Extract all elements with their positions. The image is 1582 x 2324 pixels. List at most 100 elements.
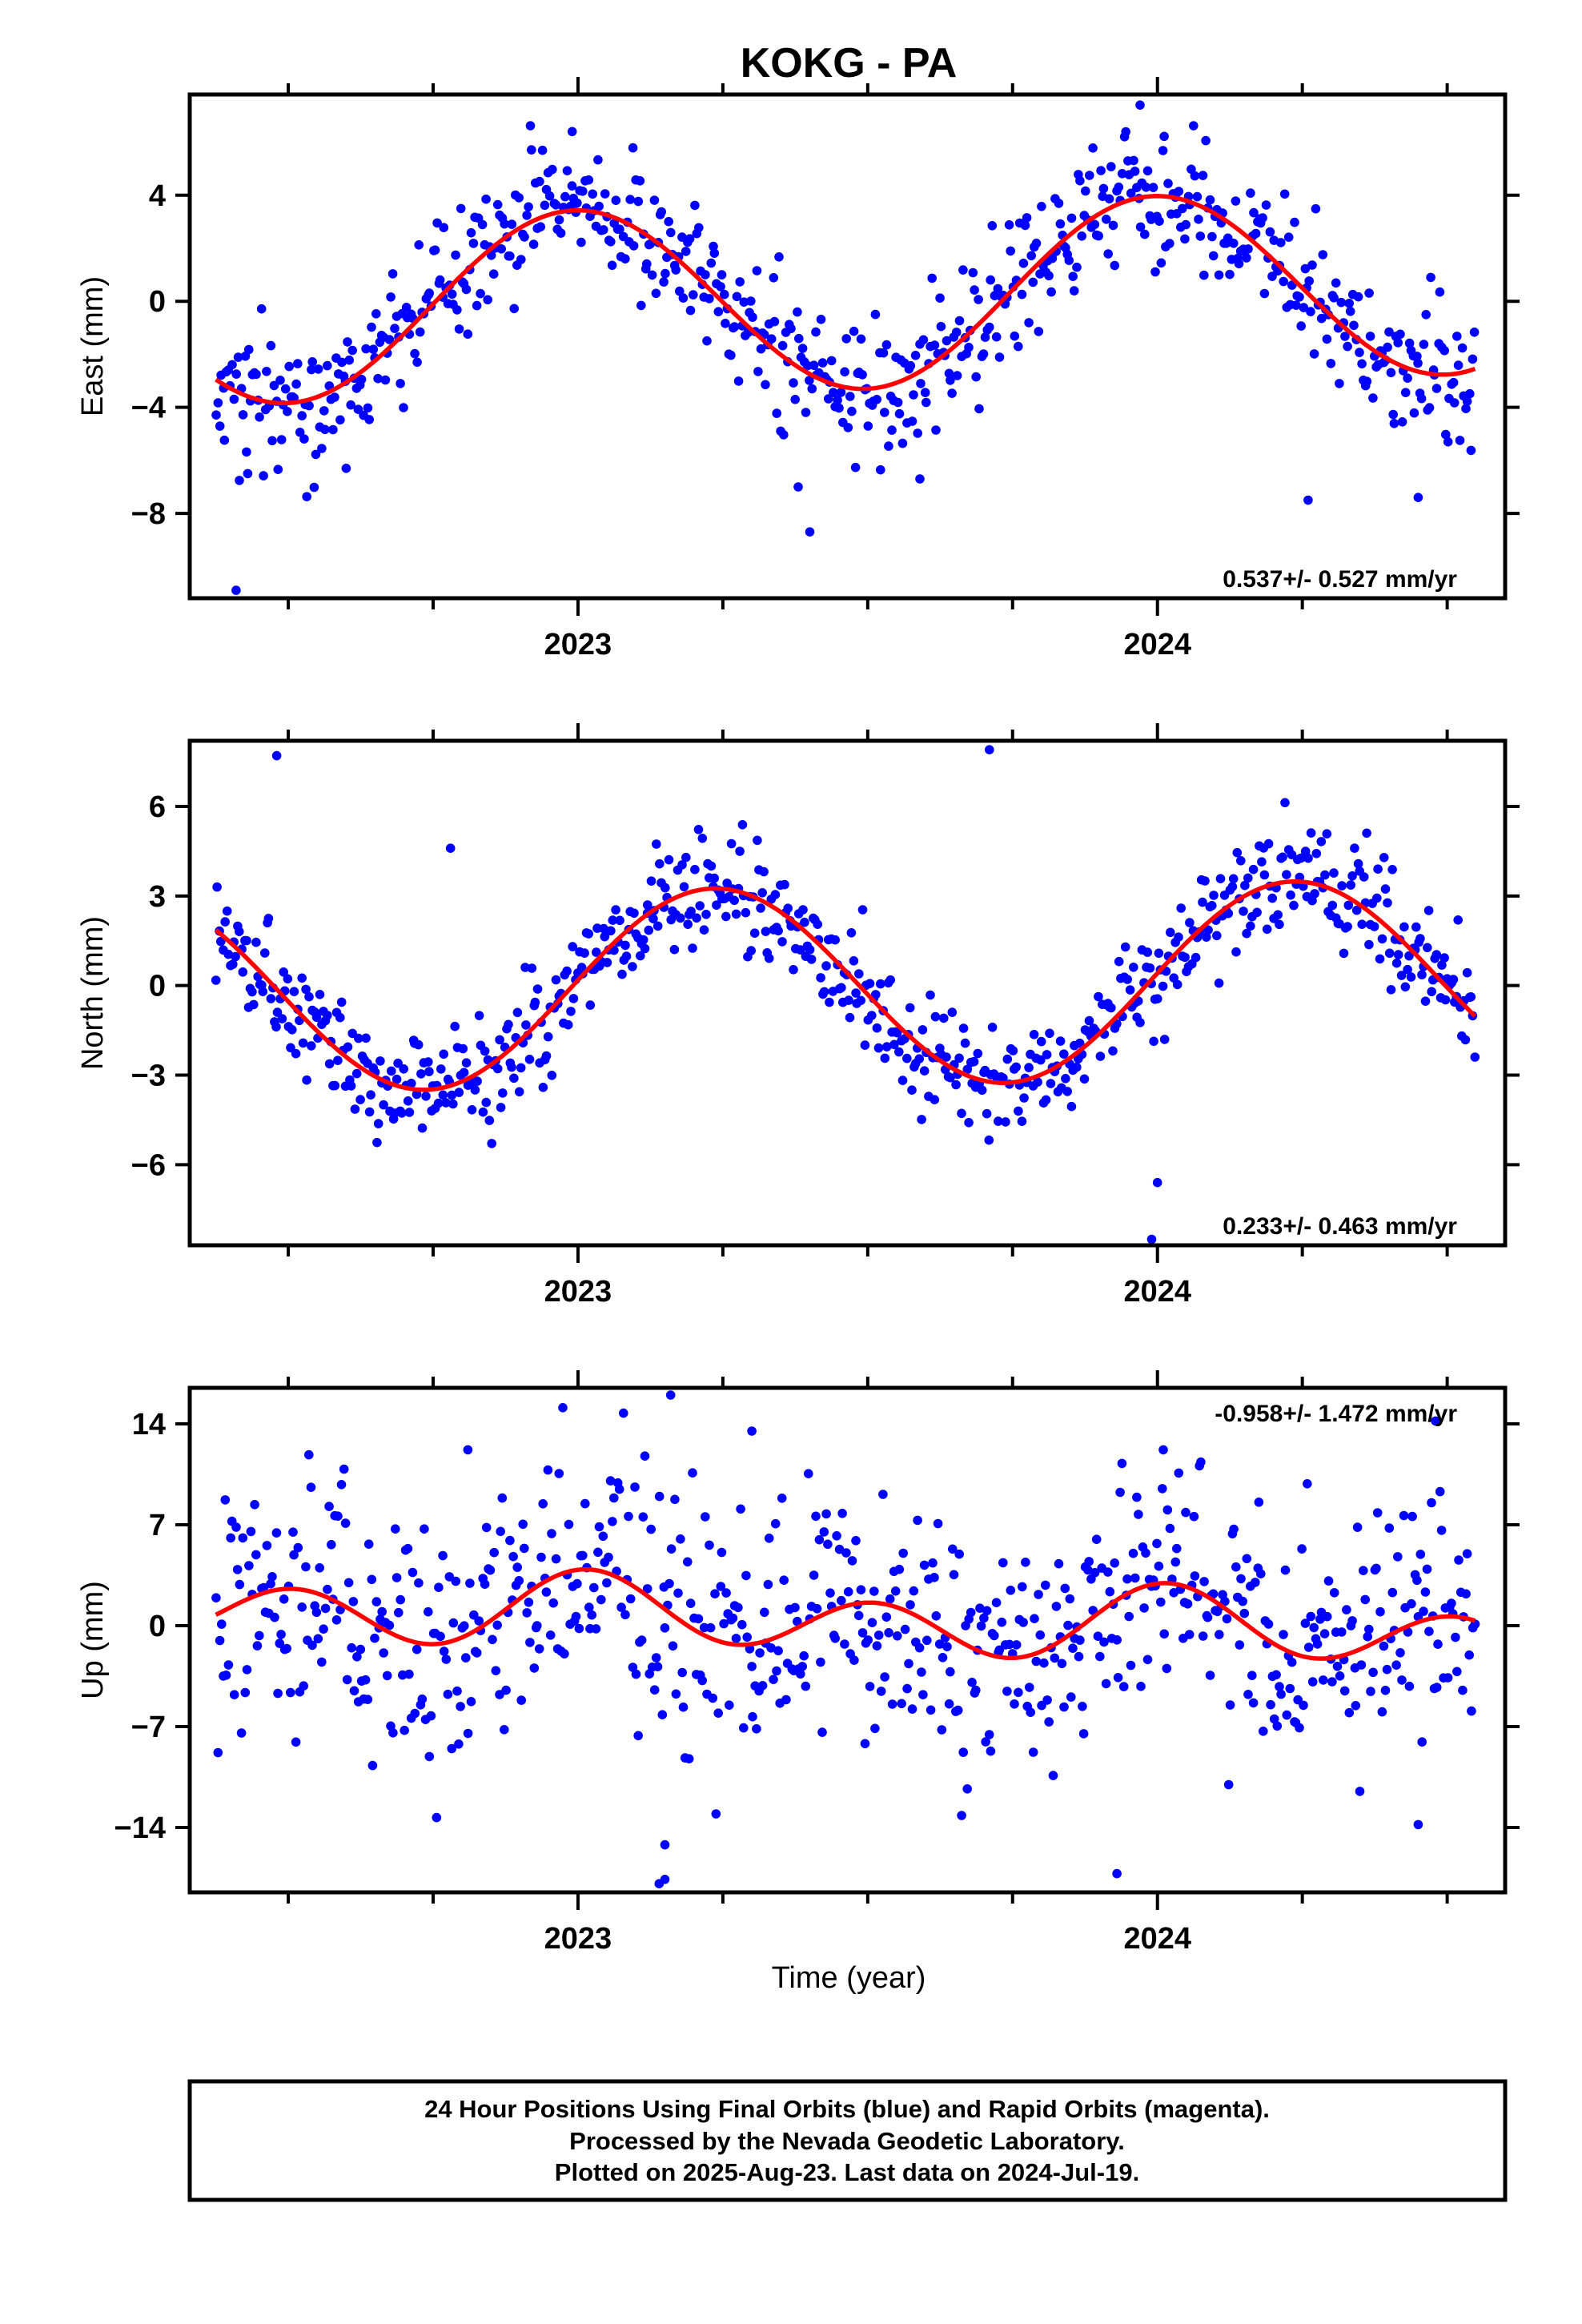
up-point (1403, 1627, 1413, 1637)
north-point (1379, 853, 1389, 862)
north-point (297, 973, 307, 983)
north-point (1094, 991, 1103, 1002)
up-point (460, 1621, 469, 1630)
north-point (1029, 1030, 1039, 1039)
east-point (1349, 320, 1359, 331)
up-point (297, 1602, 307, 1612)
up-point (801, 1681, 811, 1691)
east-point (368, 344, 379, 355)
up-point (1132, 1492, 1142, 1502)
north-point (568, 994, 579, 1003)
up-point (508, 1551, 518, 1562)
north-point (1246, 921, 1255, 931)
east-point (685, 305, 696, 316)
east-point (1165, 239, 1174, 248)
up-point (608, 1517, 617, 1526)
north-point (602, 958, 612, 967)
up-point (236, 1728, 247, 1738)
east-point (537, 145, 548, 155)
up-point (804, 1469, 813, 1478)
north-point (263, 914, 274, 923)
up-point (841, 1548, 851, 1558)
north-point (1215, 874, 1226, 883)
east-point (1044, 271, 1054, 281)
up-point (1126, 1660, 1136, 1671)
up-point (1377, 1707, 1387, 1717)
east-point (536, 222, 545, 232)
up-point (688, 1468, 697, 1478)
east-point (1195, 231, 1206, 241)
east-point (872, 395, 881, 404)
east-point (878, 348, 889, 358)
east-point (1156, 258, 1166, 268)
up-point (1306, 1611, 1316, 1622)
east-point (505, 251, 515, 261)
up-point (282, 1643, 292, 1654)
up-point (1454, 1555, 1464, 1565)
east-point (514, 193, 524, 203)
north-point (272, 1007, 283, 1017)
north-point (1074, 1038, 1085, 1048)
up-point (536, 1552, 546, 1562)
east-point (273, 464, 283, 474)
east-point (1300, 263, 1311, 274)
north-point (849, 956, 859, 966)
east-point (978, 349, 989, 359)
east-point (709, 248, 720, 259)
north-point (211, 975, 221, 985)
east-point (651, 288, 661, 299)
up-point (1242, 1554, 1252, 1564)
east-point (593, 155, 603, 165)
east-point (311, 449, 321, 460)
up-point (391, 1573, 402, 1582)
east-point (266, 340, 276, 351)
north-x-tick-label: 2024 (1123, 1275, 1191, 1309)
east-point (1364, 288, 1374, 298)
north-point (238, 967, 248, 977)
north-point (1072, 1062, 1082, 1072)
up-point (352, 1652, 362, 1662)
up-point (660, 1623, 670, 1633)
north-point (350, 1104, 360, 1114)
north-point (1439, 953, 1449, 963)
up-point (1117, 1458, 1127, 1469)
east-point (971, 372, 981, 382)
east-point (328, 424, 338, 435)
east-point (269, 380, 279, 391)
north-point (351, 1068, 362, 1079)
east-point (1020, 220, 1030, 231)
up-point (654, 1491, 665, 1502)
up-y-tick-label: 7 (149, 1509, 166, 1542)
east-point (415, 327, 425, 337)
east-point (556, 228, 566, 238)
east-point (1453, 360, 1464, 370)
up-point (1279, 1630, 1288, 1639)
up-point (1269, 1714, 1279, 1724)
east-point (1384, 327, 1394, 337)
up-point (747, 1662, 757, 1671)
up-point (840, 1639, 849, 1649)
east-point (410, 348, 420, 359)
up-point (904, 1659, 913, 1669)
up-point (336, 1480, 347, 1490)
up-point (598, 1531, 608, 1542)
east-point (299, 434, 309, 444)
up-point (739, 1723, 749, 1733)
north-point (1203, 925, 1213, 935)
up-point (860, 1739, 870, 1749)
up-point (1420, 1587, 1431, 1597)
north-point (917, 1115, 926, 1124)
east-point (841, 334, 851, 344)
up-point (893, 1631, 902, 1641)
north-point (1415, 934, 1425, 943)
up-point (933, 1518, 943, 1529)
north-x-tick-label: 2023 (544, 1275, 612, 1309)
east-point (681, 247, 691, 256)
up-point (379, 1648, 389, 1658)
east-point (307, 357, 318, 367)
north-point (424, 1067, 434, 1076)
north-point (1207, 901, 1217, 911)
east-velocity-label: 0.537+/- 0.527 mm/yr (1223, 566, 1457, 593)
north-point (1400, 982, 1411, 992)
east-point (620, 254, 630, 264)
